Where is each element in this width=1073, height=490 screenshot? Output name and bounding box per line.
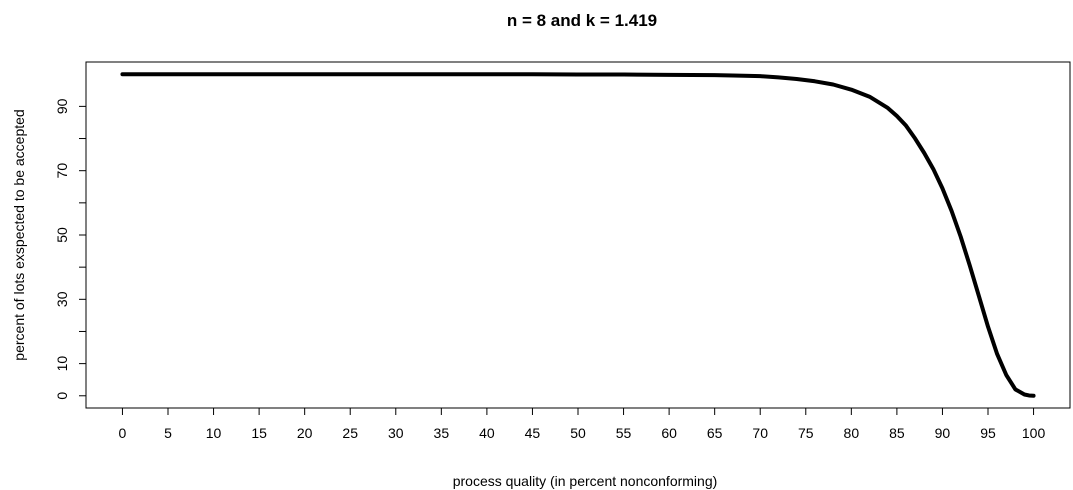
y-axis-label: percent of lots exspected to be accepted — [11, 109, 27, 360]
y-tick-label: 50 — [54, 227, 70, 243]
chart-title: n = 8 and k = 1.419 — [507, 11, 657, 30]
plot-frame — [85, 61, 1071, 409]
x-axis: 0 5 10 15 20 25 30 35 40 45 50 55 60 65 70 75 80 85 90 95 10… — [119, 407, 1046, 441]
x-tick-label: 60 — [661, 425, 677, 441]
x-tick-label: 30 — [388, 425, 404, 441]
x-tick-label: 85 — [889, 425, 905, 441]
x-tick-label: 75 — [798, 425, 814, 441]
x-tick-label: 90 — [935, 425, 951, 441]
x-tick-label: 10 — [206, 425, 222, 441]
x-tick-label: 100 — [1022, 425, 1046, 441]
x-tick-label: 55 — [616, 425, 632, 441]
y-tick-label: 30 — [54, 291, 70, 307]
x-tick-label: 70 — [752, 425, 768, 441]
y-tick-label: 90 — [54, 98, 70, 114]
x-tick-label: 25 — [342, 425, 358, 441]
x-tick-label: 35 — [434, 425, 450, 441]
series-layer — [120, 72, 1036, 398]
x-tick-label: 0 — [119, 425, 127, 441]
x-tick-label: 50 — [570, 425, 586, 441]
y-tick-label: 10 — [54, 356, 70, 372]
x-tick-label: 5 — [164, 425, 172, 441]
x-axis-label: process quality (in percent nonconformin… — [453, 473, 718, 489]
x-tick-label: 20 — [297, 425, 313, 441]
x-tick-label: 15 — [251, 425, 267, 441]
x-tick-label: 65 — [707, 425, 723, 441]
x-tick-label: 45 — [525, 425, 541, 441]
y-tick-label: 0 — [54, 392, 70, 400]
y-axis: 0 10 30 50 70 90 — [54, 98, 87, 400]
x-tick-label: 95 — [980, 425, 996, 441]
oc-curve-line — [120, 72, 1036, 398]
x-tick-label: 80 — [844, 425, 860, 441]
x-tick-label: 40 — [479, 425, 495, 441]
y-tick-label: 70 — [54, 163, 70, 179]
